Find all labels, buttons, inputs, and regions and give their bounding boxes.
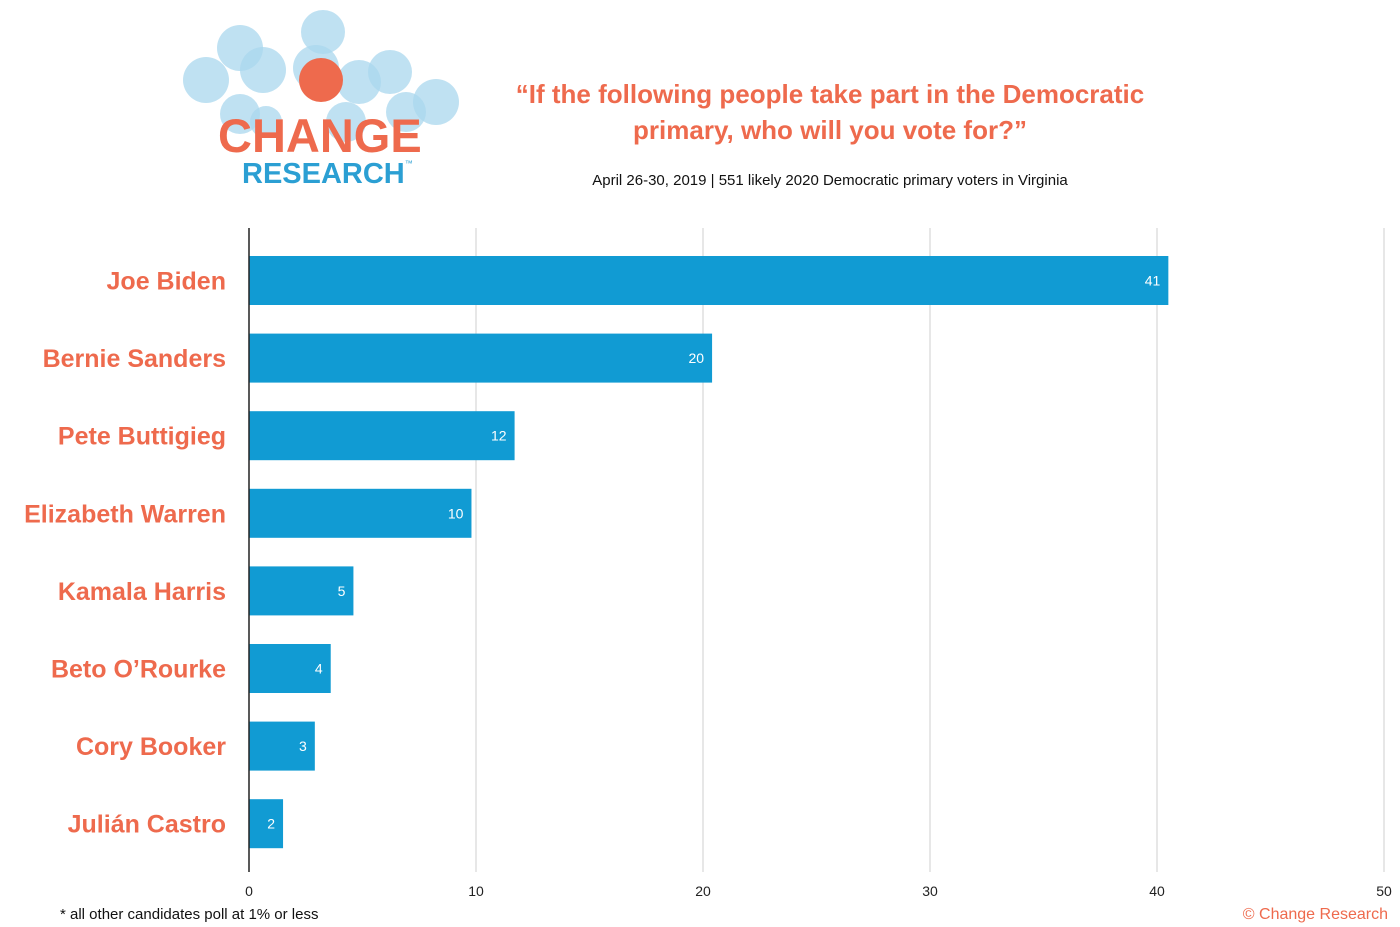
logo-bubble [326, 102, 366, 142]
bar-data-label: 2 [267, 816, 275, 832]
logo-orange-dot [299, 58, 343, 102]
x-tick-label: 20 [695, 883, 711, 899]
bar [249, 644, 331, 693]
logo-bubble [183, 57, 229, 103]
bar [249, 721, 315, 771]
x-tick-label: 50 [1376, 883, 1392, 899]
category-label: Pete Buttigieg [58, 423, 226, 451]
bar-data-label: 4 [315, 661, 323, 677]
category-label: Kamala Harris [58, 578, 226, 606]
chart-title-line-2: primary, who will you vote for?” [633, 115, 1027, 145]
bar [249, 488, 472, 538]
bar [249, 799, 284, 849]
logo-bubble [220, 94, 260, 134]
bar-data-label: 20 [689, 350, 705, 366]
x-tick-label: 0 [245, 883, 253, 899]
change-research-logo: CHANGE RESEARCH™ [178, 4, 468, 194]
x-tick-label: 10 [468, 883, 484, 899]
x-tick-label: 40 [1149, 883, 1165, 899]
chart-subtitle: April 26-30, 2019 | 551 likely 2020 Demo… [592, 172, 1068, 189]
category-label: Joe Biden [107, 268, 226, 296]
logo-circles [183, 10, 459, 142]
category-label: Bernie Sanders [43, 345, 226, 373]
trademark-mark: ™ [404, 159, 413, 168]
logo-bubble [368, 50, 412, 94]
bar [249, 411, 515, 461]
bar-data-label: 10 [448, 505, 464, 521]
category-label: Elizabeth Warren [24, 500, 226, 528]
bar-data-label: 12 [491, 428, 507, 444]
bar [249, 256, 1169, 305]
copyright-credit: © Change Research [1242, 906, 1388, 923]
chart-title: “If the following people take part in th… [480, 76, 1180, 148]
bar-data-label: 5 [338, 583, 346, 599]
category-label: Cory Booker [76, 733, 226, 761]
logo-bubble [413, 79, 459, 125]
x-tick-label: 30 [922, 883, 938, 899]
bar-data-label: 41 [1145, 273, 1161, 289]
category-label: Julián Castro [68, 811, 226, 839]
logo-word-research: RESEARCH™ [242, 158, 413, 190]
logo-word-change: CHANGE [218, 109, 422, 162]
chart-title-line-1: “If the following people take part in th… [515, 79, 1145, 109]
bar-data-label: 3 [299, 738, 307, 754]
logo-bubble [301, 10, 345, 54]
category-label: Beto O’Rourke [51, 656, 226, 684]
bar [249, 333, 713, 383]
footnote: * all other candidates poll at 1% or les… [60, 906, 319, 923]
logo-bubble [240, 47, 286, 93]
bar [249, 566, 354, 616]
logo-bubble [250, 106, 282, 138]
